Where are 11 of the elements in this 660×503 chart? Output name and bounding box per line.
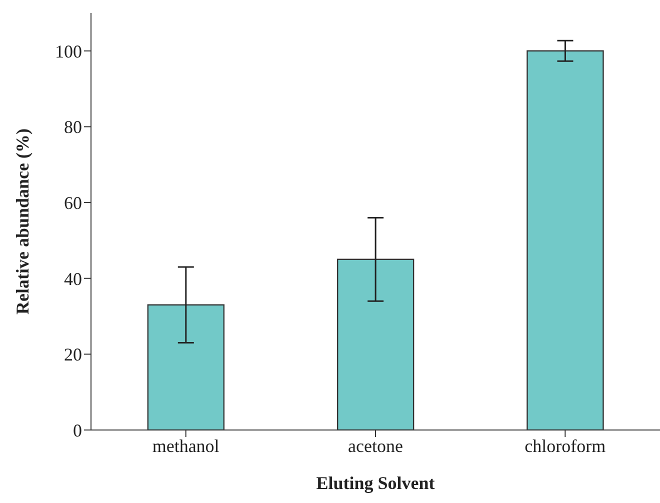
y-axis-title: Relative abundance (%) (12, 128, 32, 314)
y-tick-label: 60 (64, 192, 82, 213)
y-tick-label: 100 (55, 41, 82, 62)
x-axis-title: Eluting Solvent (316, 473, 435, 493)
x-tick-label: acetone (348, 436, 403, 456)
x-tick-label: chloroform (524, 436, 606, 456)
y-tick-label: 40 (64, 268, 82, 289)
y-tick-label: 20 (64, 344, 82, 365)
y-tick-label: 80 (64, 117, 82, 138)
y-tick-label: 0 (73, 420, 82, 440)
x-tick-label: methanol (152, 436, 220, 456)
